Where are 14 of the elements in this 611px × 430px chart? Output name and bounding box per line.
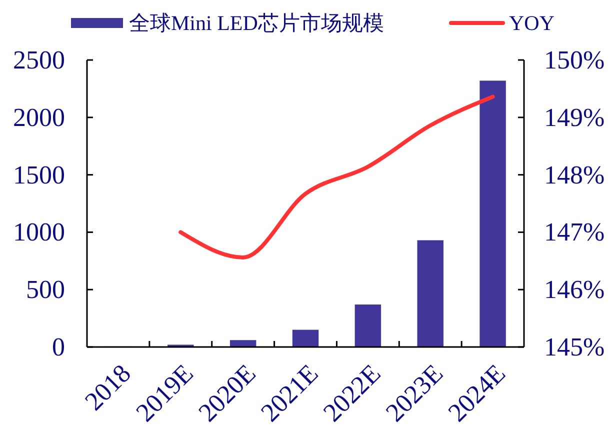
y-tick-label: 500 (26, 275, 65, 304)
y-tick-label: 2500 (13, 46, 65, 74)
y2-tick-label: 146% (544, 275, 605, 304)
y-tick-label: 2000 (13, 102, 65, 132)
legend-label: YOY (509, 11, 554, 35)
y2-tick-label: 148% (544, 160, 605, 190)
y2-tick-label: 149% (544, 102, 605, 132)
y2-tick-label: 145% (544, 332, 605, 362)
y-tick-label: 0 (52, 332, 65, 362)
legend-label: 全球Mini LED芯片市场规模 (129, 11, 384, 35)
y-tick-label: 1000 (13, 218, 65, 247)
y-tick-label: 1500 (13, 160, 65, 190)
y2-tick-label: 150% (544, 46, 605, 74)
y2-tick-label: 147% (544, 218, 605, 247)
